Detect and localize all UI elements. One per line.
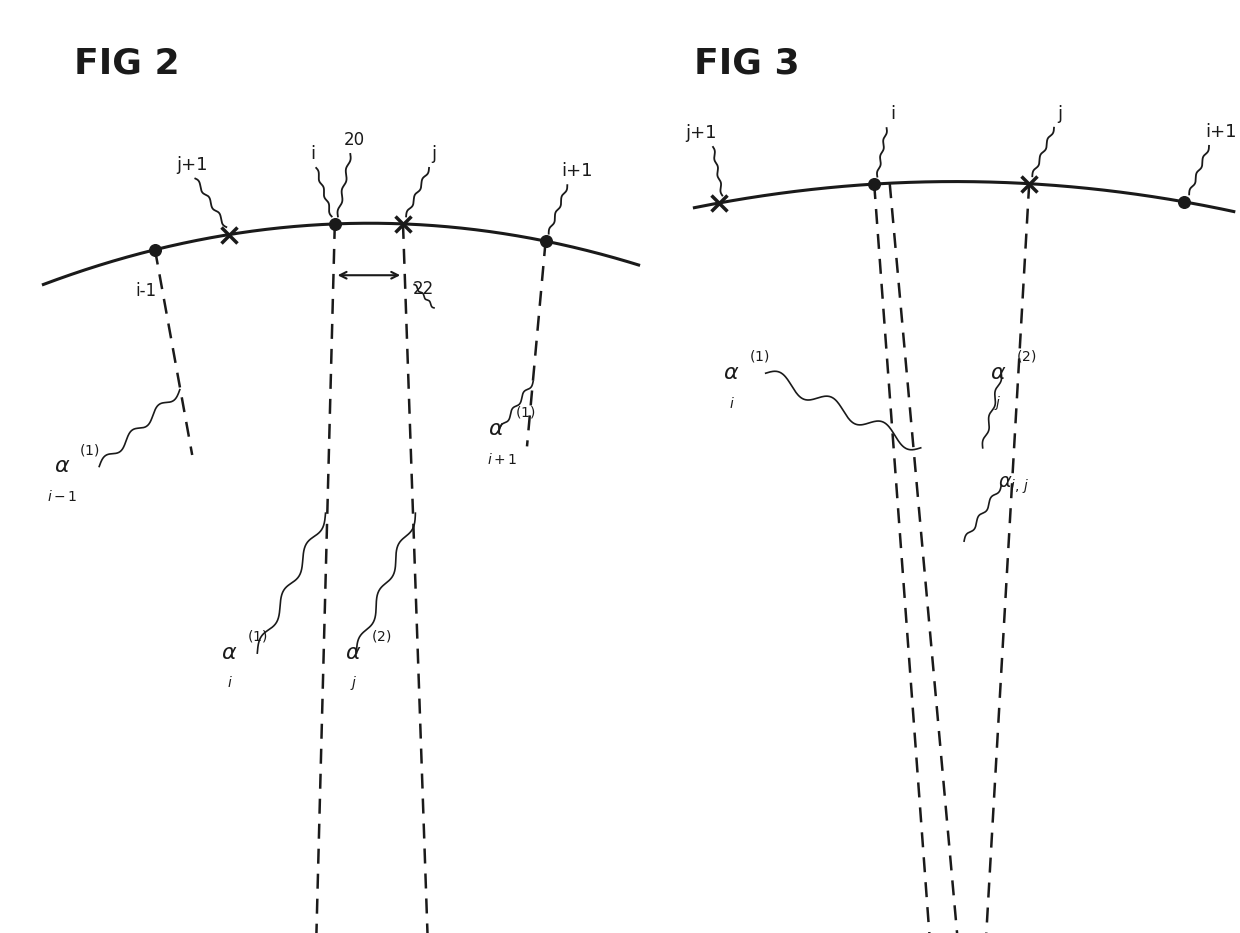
Text: FIG 3: FIG 3 — [694, 47, 800, 80]
Text: $(2)$: $(2)$ — [371, 628, 391, 645]
Text: j+1: j+1 — [176, 156, 208, 174]
Text: $j$: $j$ — [350, 674, 357, 692]
Text: $\alpha$: $\alpha$ — [345, 643, 362, 663]
Text: $i$: $i$ — [729, 396, 734, 411]
Text: 20: 20 — [345, 132, 366, 149]
Text: i: i — [310, 146, 316, 163]
Point — [536, 233, 556, 248]
Text: i-1: i-1 — [135, 283, 156, 300]
Text: j+1: j+1 — [684, 124, 717, 143]
Text: $j$: $j$ — [994, 394, 1002, 412]
Text: 22: 22 — [413, 280, 434, 299]
Text: i: i — [890, 105, 895, 123]
Text: $\alpha$: $\alpha$ — [221, 643, 238, 663]
Point — [325, 216, 345, 231]
Text: $\alpha_{i,\,j}$: $\alpha_{i,\,j}$ — [998, 474, 1030, 496]
Point — [1174, 194, 1194, 209]
Text: $(2)$: $(2)$ — [1016, 348, 1035, 365]
Text: $\alpha$: $\alpha$ — [487, 419, 505, 439]
Text: i+1: i+1 — [1205, 123, 1238, 141]
Point — [145, 243, 165, 258]
Text: $i-1$: $i-1$ — [47, 489, 77, 504]
Point — [864, 176, 884, 191]
Text: FIG 2: FIG 2 — [74, 47, 180, 80]
Text: j: j — [1058, 105, 1063, 123]
Text: $\alpha$: $\alpha$ — [990, 363, 1007, 383]
Text: $(1)$: $(1)$ — [247, 628, 267, 645]
Text: $i+1$: $i+1$ — [487, 452, 517, 466]
Text: $i$: $i$ — [227, 675, 232, 690]
Text: i+1: i+1 — [560, 162, 593, 180]
Text: $(1)$: $(1)$ — [749, 348, 769, 365]
Text: $(1)$: $(1)$ — [79, 441, 99, 458]
Text: $(1)$: $(1)$ — [515, 404, 534, 421]
Text: $\alpha$: $\alpha$ — [723, 363, 740, 383]
Text: j: j — [432, 146, 436, 163]
Text: $\alpha$: $\alpha$ — [53, 456, 71, 477]
